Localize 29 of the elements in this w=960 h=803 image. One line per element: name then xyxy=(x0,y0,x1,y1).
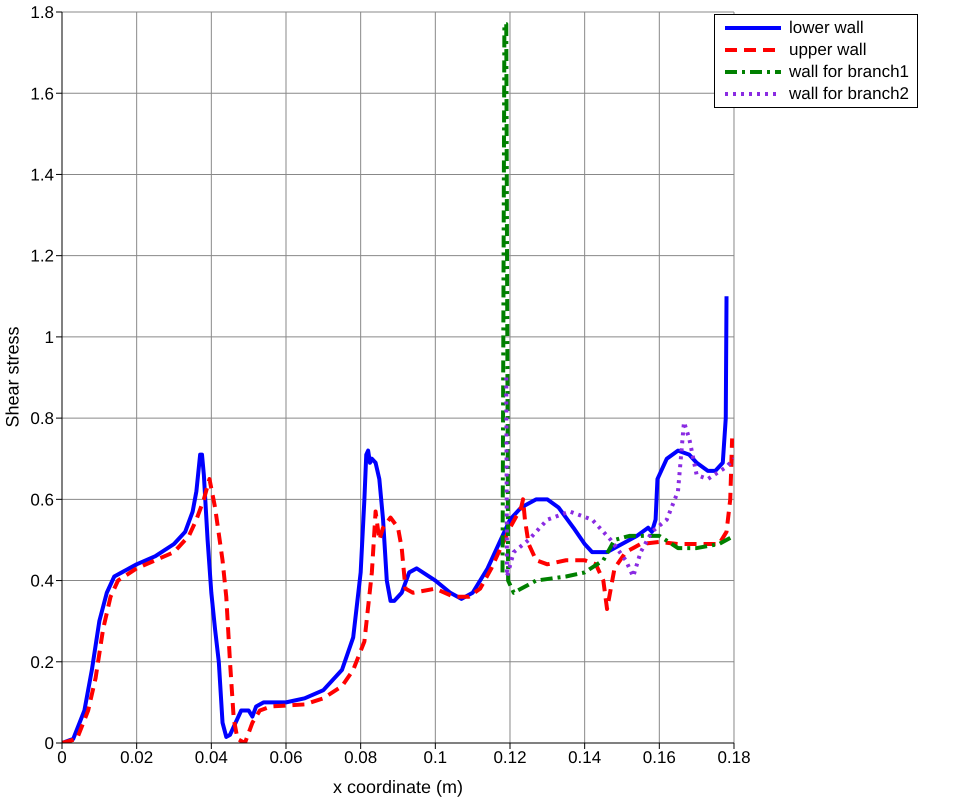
y-tick-label: 1.4 xyxy=(30,165,54,184)
x-tick-label: 0.02 xyxy=(120,748,154,768)
line-series xyxy=(504,376,734,578)
y-tick-label: 0.6 xyxy=(30,490,54,510)
line-series xyxy=(62,294,729,743)
y-tick-label: 1.2 xyxy=(30,246,54,266)
x-tick-label: 0.1 xyxy=(424,748,448,768)
y-tick-label: 0.4 xyxy=(30,572,54,591)
x-tick-label: 0.14 xyxy=(568,748,602,768)
x-tick-label: 0.12 xyxy=(493,748,527,768)
x-tick-label: 0.16 xyxy=(642,748,676,768)
x-tick-label: 0.06 xyxy=(269,748,303,768)
legend-label: upper wall xyxy=(788,40,866,60)
legend-label: wall for branch2 xyxy=(788,84,909,104)
y-tick-label: 1 xyxy=(44,328,54,347)
y-axis-title: Shear stress xyxy=(2,326,22,428)
legend-label: wall for branch1 xyxy=(788,62,909,82)
line-series xyxy=(500,22,734,595)
y-tick-label: 1.6 xyxy=(30,84,54,104)
y-tick-label: 0.2 xyxy=(30,652,54,672)
y-tick-label: 0.8 xyxy=(30,409,54,428)
x-axis-title: x coordinate (m) xyxy=(332,777,464,797)
x-tick-label: 0.08 xyxy=(344,748,378,768)
x-tick-label: 0.04 xyxy=(194,748,228,768)
legend-label: lower wall xyxy=(788,18,864,38)
x-tick-label: 0 xyxy=(57,748,67,768)
y-tick-label: 0 xyxy=(44,734,54,754)
x-tick-label: 0.18 xyxy=(717,748,751,768)
y-tick-label: 1.8 xyxy=(30,3,54,22)
